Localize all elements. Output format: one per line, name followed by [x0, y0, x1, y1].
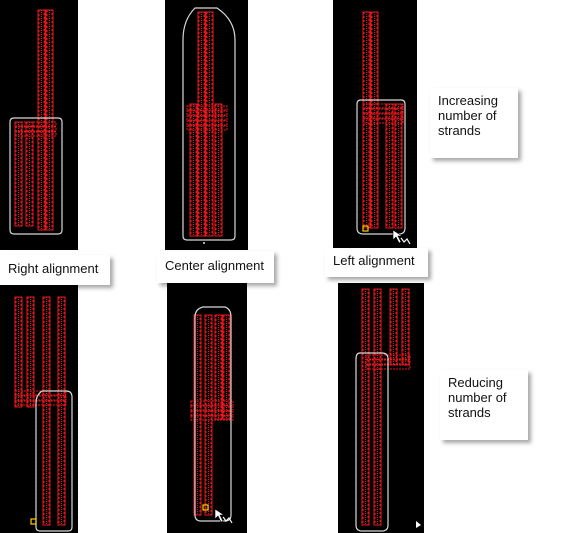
crossing-band — [190, 400, 234, 421]
boundary-outline — [35, 390, 73, 532]
layout-svg — [190, 306, 234, 524]
zigzag-icon — [400, 237, 411, 245]
boundary-outline — [194, 306, 232, 522]
right-alignment-text: Right alignment — [8, 261, 99, 276]
strand — [37, 9, 46, 231]
boundary-outline — [182, 7, 236, 241]
strand — [25, 121, 34, 227]
crossing-band — [186, 105, 228, 131]
start-marker — [30, 518, 37, 525]
strand — [205, 11, 214, 237]
layout-svg — [356, 11, 411, 245]
right-alignment-label: Right alignment — [0, 255, 110, 285]
increasing-line-2: number of — [438, 108, 497, 123]
strand — [57, 296, 66, 526]
increasing-strands-label: Increasing number of strands — [430, 88, 518, 158]
center-alignment-label: Center alignment — [157, 251, 274, 283]
strand — [14, 296, 23, 408]
strand — [214, 314, 223, 420]
strand — [370, 11, 379, 229]
start-marker — [362, 225, 369, 232]
dot — [203, 242, 205, 244]
layout-svg — [355, 288, 421, 532]
left-alignment-text: Left alignment — [333, 253, 415, 268]
reducing-line-3: strands — [448, 405, 491, 420]
start-marker — [202, 504, 209, 511]
layout-svg — [14, 296, 73, 532]
left-alignment-label: Left alignment — [325, 248, 428, 277]
zigzag-icon — [222, 516, 233, 524]
strand — [389, 288, 398, 366]
strand — [45, 9, 54, 231]
panel-right-alignment-reducing — [0, 283, 78, 533]
strand — [189, 103, 198, 237]
crossing-band — [14, 121, 57, 137]
pointer-cursor-icon — [214, 508, 225, 523]
strand — [361, 288, 370, 526]
strand — [214, 103, 223, 237]
pointer-cursor-icon — [392, 229, 403, 244]
layout-svg — [9, 9, 63, 235]
panel-right-alignment-increasing — [0, 0, 78, 250]
reducing-strands-label: Reducing number of strands — [440, 370, 528, 440]
boundary-outline — [9, 117, 63, 235]
boundary-outline — [355, 352, 389, 532]
strand — [42, 296, 51, 526]
strand — [26, 296, 35, 408]
crossing-band — [362, 103, 404, 124]
strand — [373, 288, 382, 526]
crossing-band — [14, 390, 67, 406]
layout-svg — [182, 7, 236, 244]
center-alignment-text: Center alignment — [165, 258, 264, 273]
strand — [362, 11, 371, 229]
reducing-line-1: Reducing — [448, 375, 503, 390]
strand — [222, 314, 231, 420]
pointer-cursor-icon — [416, 521, 421, 528]
strand — [14, 121, 23, 227]
reducing-line-2: number of — [448, 390, 507, 405]
strand — [197, 11, 206, 237]
strand — [394, 103, 403, 229]
increasing-line-1: Increasing — [438, 93, 498, 108]
panel-left-alignment-reducing — [338, 283, 424, 533]
strand — [385, 103, 394, 229]
panel-center-alignment-increasing — [165, 0, 248, 250]
panel-center-alignment-reducing — [167, 283, 247, 533]
strand — [401, 288, 410, 366]
increasing-line-3: strands — [438, 123, 481, 138]
panel-left-alignment-increasing — [333, 0, 417, 250]
